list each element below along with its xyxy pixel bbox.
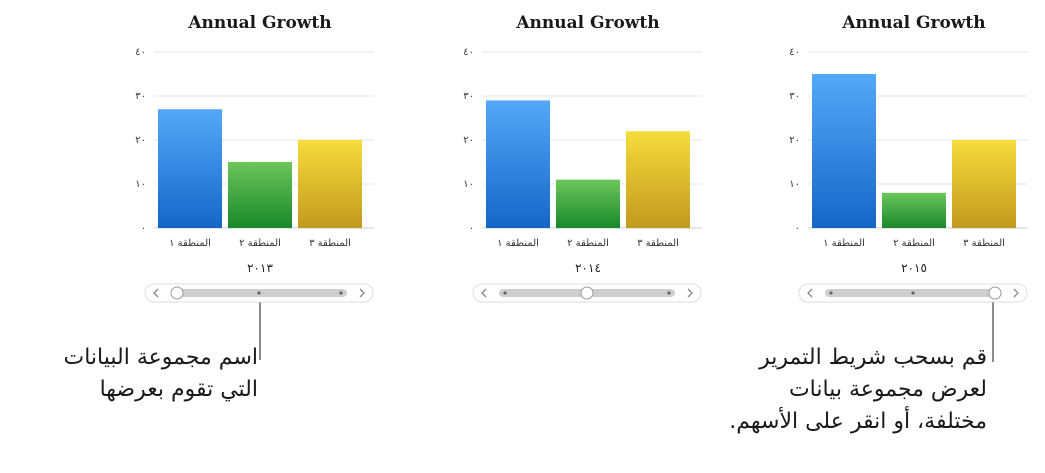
y-tick-label: ٤٠ xyxy=(463,47,474,58)
slider-prev-arrow-icon[interactable] xyxy=(807,288,813,298)
data-set-name: ٢٠١٣ xyxy=(247,261,273,275)
slider-next-arrow-icon[interactable] xyxy=(687,288,693,298)
data-set-name: ٢٠١٥ xyxy=(901,261,927,275)
chart-1: Annual Growth ٠ ١٠ ٢٠ ٣٠ ٤٠ المنطقة ١ المنطقة ٢… xyxy=(135,13,374,303)
category-label: المنطقة ٢ xyxy=(567,238,609,249)
callout-left-line: اسم مجموعة البيانات xyxy=(63,345,259,370)
callout-left-line: التي تقوم بعرضها xyxy=(99,376,258,402)
callout-right-line: لعرض مجموعة بيانات xyxy=(788,376,987,402)
y-tick-label: ١٠ xyxy=(463,179,474,190)
chart-title: Annual Growth xyxy=(841,13,985,33)
y-tick-label: ٢٠ xyxy=(463,135,474,146)
bar-2 xyxy=(556,179,620,228)
slider-thumb[interactable] xyxy=(988,286,1002,300)
slider-next-arrow-icon[interactable] xyxy=(1013,288,1019,298)
y-tick-label: ٠ xyxy=(795,223,800,234)
slider-stop-dot xyxy=(911,291,915,295)
y-tick-label: ١٠ xyxy=(789,179,800,190)
slider-next-arrow-icon[interactable] xyxy=(359,288,365,298)
bar-1 xyxy=(812,74,876,228)
y-tick-label: ٣٠ xyxy=(135,91,146,102)
callout-right-line: قم بسحب شريط التمرير xyxy=(759,345,987,370)
bar-2 xyxy=(882,192,946,228)
chart-2: Annual Growth ٠ ١٠ ٢٠ ٣٠ ٤٠ المنطقة ١ المنطقة ٢… xyxy=(463,13,702,303)
category-label: المنطقة ١ xyxy=(169,238,211,249)
slider-stop-dot xyxy=(503,291,507,295)
y-tick-label: ٣٠ xyxy=(789,91,800,102)
callout-right: قم بسحب شريط التمرير لعرض مجموعة بيانات … xyxy=(729,342,987,438)
y-tick-label: ٠ xyxy=(141,223,146,234)
y-tick-label: ٠ xyxy=(469,223,474,234)
category-label: المنطقة ٣ xyxy=(309,238,351,249)
callout-right-line: مختلفة، أو انقر على الأسهم. xyxy=(729,408,987,434)
bar-1 xyxy=(158,109,222,228)
slider-stop-dot xyxy=(257,291,261,295)
category-label: المنطقة ١ xyxy=(497,238,539,249)
callout-left: اسم مجموعة البيانات التي تقوم بعرضها xyxy=(64,342,259,406)
y-tick-label: ٤٠ xyxy=(135,47,146,58)
slider-stop-dot xyxy=(667,291,671,295)
bar-3 xyxy=(626,131,690,228)
y-tick-label: ١٠ xyxy=(135,179,146,190)
chart-title: Annual Growth xyxy=(515,13,659,33)
bar-2 xyxy=(228,162,292,228)
category-label: المنطقة ٣ xyxy=(637,238,679,249)
slider-prev-arrow-icon[interactable] xyxy=(481,288,487,298)
bar-1 xyxy=(486,100,550,228)
category-label: المنطقة ١ xyxy=(823,238,865,249)
category-label: المنطقة ٣ xyxy=(963,238,1005,249)
y-tick-label: ٢٠ xyxy=(789,135,800,146)
chart-title: Annual Growth xyxy=(187,13,331,33)
bar-3 xyxy=(298,140,362,228)
y-tick-label: ٣٠ xyxy=(463,91,474,102)
data-set-name: ٢٠١٤ xyxy=(575,261,601,275)
chart-3: Annual Growth ٠ ١٠ ٢٠ ٣٠ ٤٠ المنطقة ١ المنطقة ٢… xyxy=(789,13,1028,303)
bar-3 xyxy=(952,140,1016,228)
slider-prev-arrow-icon[interactable] xyxy=(153,288,159,298)
y-tick-label: ٤٠ xyxy=(789,47,800,58)
slider-thumb[interactable] xyxy=(170,286,184,300)
slider-stop-dot xyxy=(829,291,833,295)
category-label: المنطقة ٢ xyxy=(239,238,281,249)
category-label: المنطقة ٢ xyxy=(893,238,935,249)
slider-thumb[interactable] xyxy=(580,286,594,300)
slider-stop-dot xyxy=(339,291,343,295)
y-tick-label: ٢٠ xyxy=(135,135,146,146)
